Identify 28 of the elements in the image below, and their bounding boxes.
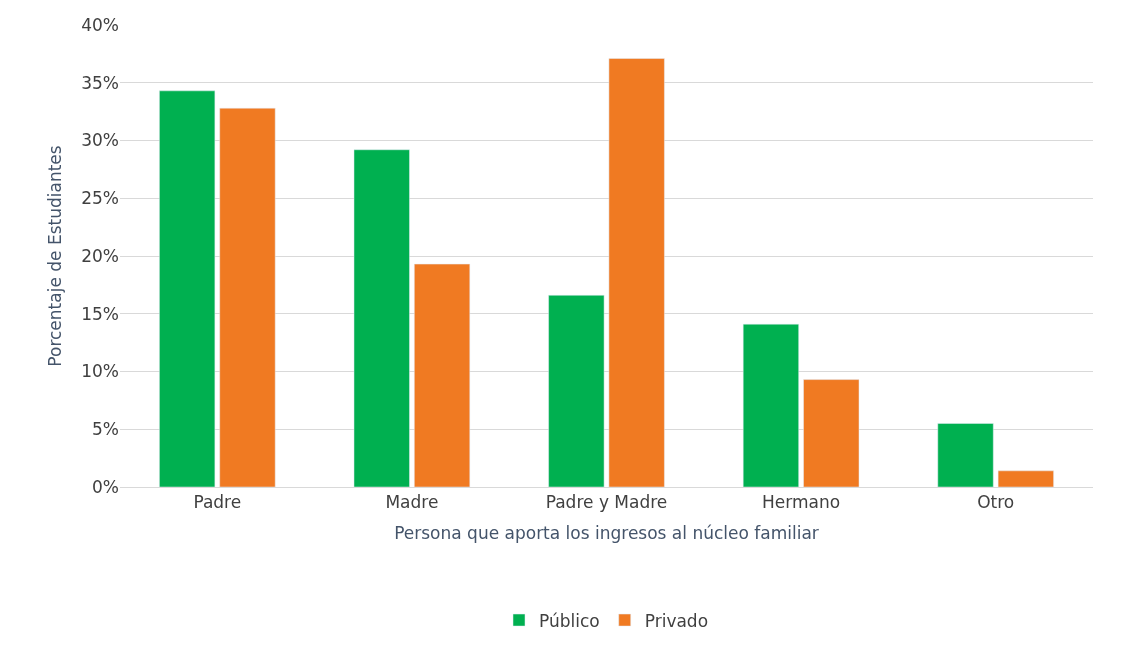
y-tick-label: 0% xyxy=(92,476,119,497)
bar xyxy=(803,379,860,487)
y-tick-label: 20% xyxy=(81,245,119,266)
y-axis-title: Porcentaje de Estudiantes xyxy=(44,145,65,367)
bar xyxy=(548,295,605,487)
x-tick-label: Otro xyxy=(977,492,1015,513)
y-tick-label: 30% xyxy=(81,130,119,151)
x-tick-label: Madre xyxy=(385,492,439,513)
y-tick-label: 15% xyxy=(81,303,119,324)
y-tick-label: 25% xyxy=(81,188,119,209)
bar xyxy=(219,107,276,487)
x-tick-label: Padre xyxy=(193,492,242,513)
y-tick-label: 5% xyxy=(92,419,119,440)
bar xyxy=(353,149,410,487)
bar xyxy=(159,90,216,487)
bar xyxy=(742,323,799,487)
bar xyxy=(414,263,471,487)
legend-label: Privado xyxy=(644,610,709,631)
y-tick-label: 10% xyxy=(81,361,119,382)
x-tick-label: Hermano xyxy=(762,492,841,513)
y-tick-label: 40% xyxy=(81,14,119,35)
x-axis-title: Persona que aporta los ingresos al núcleo familiar xyxy=(394,522,819,543)
legend-label: Público xyxy=(539,610,600,631)
bar xyxy=(997,470,1054,487)
bar xyxy=(608,58,665,487)
y-tick-label: 35% xyxy=(81,72,119,93)
bar xyxy=(937,423,994,487)
x-tick-label: Padre y Madre xyxy=(545,492,668,513)
